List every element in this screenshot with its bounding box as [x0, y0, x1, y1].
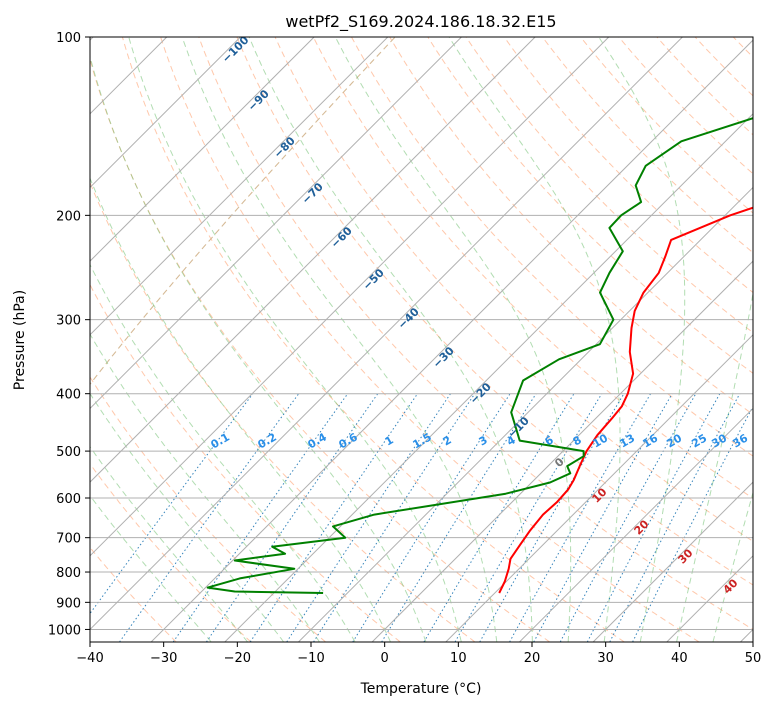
x-tick-label: 40: [671, 651, 688, 666]
x-tick-label: 10: [450, 651, 467, 666]
y-tick-label: 100: [56, 31, 81, 46]
y-tick-label: 400: [56, 388, 81, 403]
x-tick-label: −40: [76, 651, 103, 666]
x-tick-label: 20: [524, 651, 541, 666]
y-tick-label: 1000: [48, 623, 81, 638]
y-tick-label: 600: [56, 492, 81, 507]
y-tick-label: 700: [56, 532, 81, 547]
y-axis-label: Pressure (hPa): [12, 290, 28, 390]
y-tick-label: 900: [56, 596, 81, 611]
y-tick-label: 800: [56, 566, 81, 581]
x-tick-label: −10: [297, 651, 324, 666]
y-tick-label: 200: [56, 209, 81, 224]
y-tick-label: 300: [56, 314, 81, 329]
x-tick-label: −30: [150, 651, 177, 666]
x-tick-label: −20: [224, 651, 251, 666]
chart-title: wetPf2_S169.2024.186.18.32.E15: [285, 12, 556, 32]
y-tick-label: 500: [56, 445, 81, 460]
x-axis-label: Temperature (°C): [360, 681, 482, 697]
x-tick-label: 30: [597, 651, 614, 666]
x-tick-label: 0: [381, 651, 389, 666]
x-tick-label: 50: [745, 651, 762, 666]
